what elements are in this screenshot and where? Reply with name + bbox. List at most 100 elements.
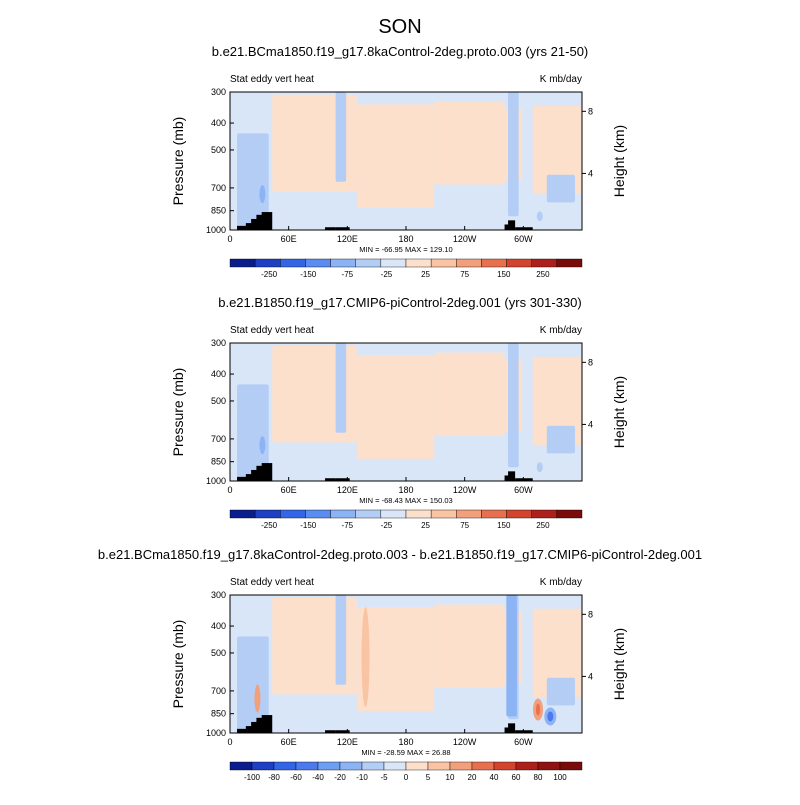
y-tick-label: 300 <box>211 590 226 600</box>
left-label: Stat eddy vert heat <box>230 74 314 85</box>
colorbar-swatch <box>380 258 407 268</box>
colorbar-swatch <box>305 258 331 268</box>
field-negative-core <box>536 211 543 222</box>
colorbar-swatch <box>556 509 583 519</box>
x-tick-label: 120E <box>337 234 358 244</box>
y-axis-label: Pressure (mb) <box>170 117 186 206</box>
field-cool-region <box>546 174 575 203</box>
colorbar-swatch <box>493 761 517 771</box>
min-max-stats: MIN = -68.43 MAX = 150.03 <box>359 496 452 505</box>
topography-block <box>251 218 259 230</box>
colorbar-label: 250 <box>536 270 550 279</box>
colorbar-swatch <box>355 258 382 268</box>
field-negative-core <box>536 462 543 473</box>
topography-block <box>251 721 259 733</box>
field-warm-region <box>356 355 435 459</box>
x-tick-label: 60W <box>514 234 533 244</box>
colorbar-swatch <box>405 258 432 268</box>
colorbar-label: 40 <box>490 773 499 782</box>
colorbar-swatch <box>380 509 407 519</box>
colorbar-swatch <box>383 761 407 771</box>
colorbar-label: 20 <box>468 773 477 782</box>
x-tick-label: 180 <box>398 737 413 747</box>
topography-block <box>237 728 252 733</box>
field-warm-region <box>532 608 582 698</box>
topography-block <box>508 723 516 733</box>
panels: b.e21.BCma1850.f19_g17.8kaControl-2deg.p… <box>98 44 702 782</box>
x-tick-label: 0 <box>227 234 232 244</box>
chart-panel-2: b.e21.B1850.f19_g17.CMIP6-piControl-2deg… <box>170 295 627 530</box>
colorbar-label: 60 <box>512 773 521 782</box>
colorbar-label: 150 <box>497 270 511 279</box>
left-label: Stat eddy vert heat <box>230 325 314 336</box>
y-tick-label: 400 <box>211 118 226 128</box>
field-warm-region <box>356 607 435 711</box>
chart-panel-3: b.e21.BCma1850.f19_g17.8kaControl-2deg.p… <box>98 547 702 782</box>
colorbar-label: -40 <box>312 773 324 782</box>
colorbar-label: 100 <box>553 773 567 782</box>
colorbar-swatch <box>531 509 558 519</box>
left-label: Stat eddy vert heat <box>230 577 314 588</box>
field-warm-region <box>532 105 582 195</box>
colorbar-label: -80 <box>268 773 280 782</box>
topography-block <box>508 220 516 230</box>
topography-block <box>515 227 533 230</box>
y-tick-label: 400 <box>211 369 226 379</box>
colorbar-swatch <box>405 761 429 771</box>
topography-block <box>515 730 533 733</box>
x-tick-label: 120W <box>453 234 477 244</box>
y2-tick-label: 8 <box>588 106 593 116</box>
x-tick-label: 120W <box>453 737 477 747</box>
x-tick-label: 120W <box>453 485 477 495</box>
colorbar-swatch <box>456 509 482 519</box>
field-cool-region <box>237 384 269 479</box>
topography-block <box>335 730 350 733</box>
y-tick-label: 850 <box>211 709 226 719</box>
field-negative-core <box>259 185 266 204</box>
colorbar-swatch <box>531 258 558 268</box>
y-tick-label: 500 <box>211 396 226 406</box>
right-label: K mb/day <box>540 325 582 336</box>
colorbar-swatch <box>481 509 507 519</box>
topography-block <box>261 463 273 481</box>
colorbar-label: 150 <box>497 521 511 530</box>
colorbar-swatch <box>556 258 583 268</box>
field-cool-region <box>335 92 347 182</box>
x-tick-label: 0 <box>227 737 232 747</box>
colorbar-swatch <box>456 258 482 268</box>
colorbar-label: 80 <box>534 773 543 782</box>
y-tick-label: 700 <box>211 183 226 193</box>
field-cool-region <box>546 425 575 454</box>
topography-block <box>237 476 252 481</box>
x-tick-label: 180 <box>398 485 413 495</box>
colorbar-label: 25 <box>421 521 430 530</box>
topography-block <box>515 478 533 481</box>
x-tick-label: 120E <box>337 737 358 747</box>
field-cool-region <box>237 133 269 228</box>
y-tick-label: 500 <box>211 145 226 155</box>
y-tick-label: 700 <box>211 434 226 444</box>
colorbar-swatch <box>355 509 382 519</box>
y-tick-label: 300 <box>211 338 226 348</box>
colorbar-swatch <box>295 761 319 771</box>
colorbar-swatch <box>254 258 281 268</box>
colorbar-swatch <box>280 258 306 268</box>
colorbar-swatch <box>305 509 331 519</box>
colorbar-swatch <box>506 509 532 519</box>
field-warm-region <box>434 352 505 436</box>
y2-tick-label: 8 <box>588 609 593 619</box>
colorbar-label: -10 <box>356 773 368 782</box>
x-tick-label: 60E <box>281 737 297 747</box>
colorbar-swatch <box>317 761 341 771</box>
field-warm-region <box>532 356 582 446</box>
x-tick-label: 60W <box>514 485 533 495</box>
colorbar-label: -100 <box>244 773 261 782</box>
colorbar-label: 75 <box>460 270 469 279</box>
colorbar-swatch <box>330 258 356 268</box>
colorbar-swatch <box>273 761 297 771</box>
y2-tick-label: 8 <box>588 357 593 367</box>
topography-block <box>261 212 273 230</box>
y2-axis-label: Height (km) <box>611 376 627 448</box>
y2-axis-label: Height (km) <box>611 125 627 197</box>
